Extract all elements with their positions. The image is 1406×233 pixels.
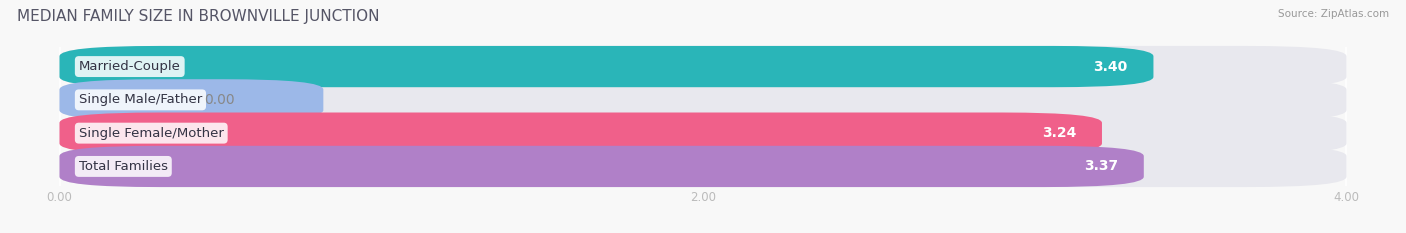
FancyBboxPatch shape [59, 146, 1347, 187]
FancyBboxPatch shape [59, 79, 323, 120]
Text: MEDIAN FAMILY SIZE IN BROWNVILLE JUNCTION: MEDIAN FAMILY SIZE IN BROWNVILLE JUNCTIO… [17, 9, 380, 24]
FancyBboxPatch shape [59, 79, 1347, 120]
Text: Source: ZipAtlas.com: Source: ZipAtlas.com [1278, 9, 1389, 19]
FancyBboxPatch shape [59, 146, 1144, 187]
FancyBboxPatch shape [59, 46, 1153, 87]
FancyBboxPatch shape [59, 46, 1347, 87]
Text: 3.40: 3.40 [1094, 60, 1128, 74]
Text: Single Female/Mother: Single Female/Mother [79, 127, 224, 140]
Text: 0.00: 0.00 [204, 93, 235, 107]
Text: Married-Couple: Married-Couple [79, 60, 181, 73]
FancyBboxPatch shape [59, 113, 1102, 154]
FancyBboxPatch shape [59, 113, 1347, 154]
Text: Total Families: Total Families [79, 160, 167, 173]
Text: 3.24: 3.24 [1042, 126, 1076, 140]
Text: Single Male/Father: Single Male/Father [79, 93, 202, 106]
Text: 3.37: 3.37 [1084, 159, 1118, 173]
